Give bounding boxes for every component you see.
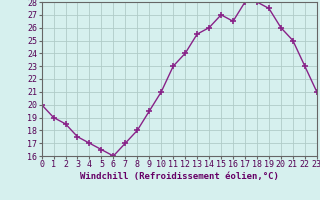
X-axis label: Windchill (Refroidissement éolien,°C): Windchill (Refroidissement éolien,°C): [80, 172, 279, 181]
